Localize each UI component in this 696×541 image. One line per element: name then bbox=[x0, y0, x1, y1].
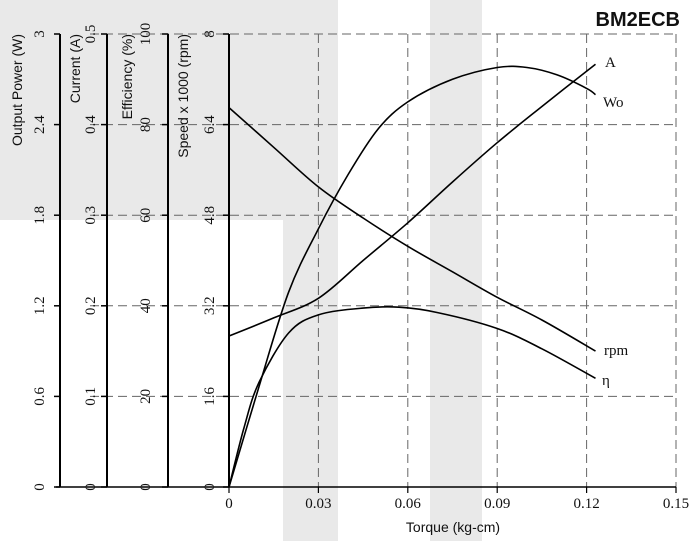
axes: 0 0.03 0.06 0.09 0.12 0.15 0 0.6 1.2 1.8 2.4 3 Outpu… bbox=[9, 23, 689, 512]
chart-title: BM2ECB bbox=[596, 9, 680, 31]
y-tick-label-current: 0.1 bbox=[83, 387, 99, 406]
y-tick-label-speed: 3.2 bbox=[202, 296, 218, 315]
x-tick-label: 0 bbox=[225, 496, 233, 512]
series-labels: rpm A Wo η bbox=[602, 55, 628, 389]
y-tick-label-power: 2.4 bbox=[32, 115, 48, 134]
y-tick-label-power: 3 bbox=[32, 30, 48, 38]
y-tick-label-speed: 8 bbox=[202, 30, 218, 38]
series-label-speed: rpm bbox=[604, 343, 628, 359]
x-tick-label: 0.06 bbox=[395, 496, 422, 512]
y-tick-label-power: 0 bbox=[32, 483, 48, 491]
background-band bbox=[283, 0, 338, 541]
y-tick-label-current: 0 bbox=[83, 483, 99, 491]
series-label-power: Wo bbox=[603, 95, 623, 111]
series-line-power bbox=[228, 63, 596, 337]
y-tick-label-efficiency: 80 bbox=[138, 117, 154, 132]
y-tick-label-speed: 0 bbox=[202, 483, 218, 491]
y-tick-label-current: 0.2 bbox=[83, 296, 99, 315]
series-label-efficiency: η bbox=[602, 373, 610, 389]
y-tick-label-power: 0.6 bbox=[32, 387, 48, 406]
y-tick-label-efficiency: 100 bbox=[138, 23, 154, 46]
y-tick-label-speed: 4.8 bbox=[202, 206, 218, 225]
y-tick-label-current: 0.5 bbox=[83, 25, 99, 44]
y-tick-label-power: 1.8 bbox=[32, 206, 48, 225]
y-tick-label-efficiency: 60 bbox=[138, 208, 154, 223]
y-axis-title-current: Current (A) bbox=[67, 34, 83, 103]
y-tick-label-current: 0.3 bbox=[83, 206, 99, 225]
x-tick-label: 0.12 bbox=[573, 496, 599, 512]
y-tick-label-efficiency: 40 bbox=[138, 298, 154, 313]
background-band bbox=[0, 220, 96, 541]
series-line-efficiency bbox=[228, 305, 596, 488]
series-line-speed bbox=[228, 107, 596, 352]
y-axis-title-speed: Speed x 1000 (rpm) bbox=[175, 34, 191, 158]
background-band bbox=[96, 0, 283, 220]
y-tick-label-power: 1.2 bbox=[32, 296, 48, 315]
y-tick-label-current: 0.4 bbox=[83, 115, 99, 134]
series-line-current bbox=[228, 65, 597, 488]
grid-lines bbox=[90, 33, 677, 487]
series-label-current: A bbox=[605, 55, 616, 71]
y-tick-label-efficiency: 20 bbox=[138, 389, 154, 404]
background-bands bbox=[0, 0, 482, 541]
y-tick-label-efficiency: 0 bbox=[138, 483, 154, 491]
x-tick-label: 0.15 bbox=[663, 496, 689, 512]
x-tick-label: 0.09 bbox=[484, 496, 510, 512]
x-tick-label: 0.03 bbox=[305, 496, 331, 512]
y-axis-title-power: Output Power (W) bbox=[9, 34, 25, 146]
y-tick-label-speed: 1.6 bbox=[202, 387, 218, 406]
x-axis-title: Torque (kg-cm) bbox=[406, 519, 500, 535]
background-band bbox=[430, 0, 482, 541]
series-lines bbox=[228, 63, 597, 488]
y-axis-title-efficiency: Efficiency (%) bbox=[119, 34, 135, 119]
y-tick-label-speed: 6.4 bbox=[202, 115, 218, 134]
